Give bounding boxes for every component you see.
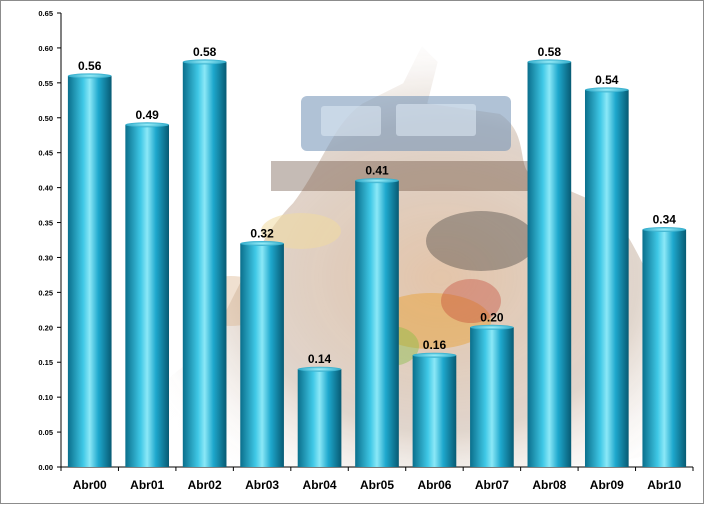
bar — [183, 62, 227, 467]
bar-cap — [68, 73, 112, 78]
bar-cap — [125, 122, 169, 127]
category-label: Abr08 — [532, 478, 566, 492]
data-label: 0.56 — [78, 59, 102, 73]
bar — [470, 327, 514, 467]
data-label: 0.49 — [136, 108, 160, 122]
category-label: Abr00 — [73, 478, 107, 492]
bar — [298, 369, 342, 467]
bar-cap — [240, 241, 284, 246]
y-tick-label: 0.15 — [38, 358, 53, 367]
y-tick-label: 0.30 — [38, 253, 53, 262]
y-axis-ticks: 0.00 0.05 0.10 0.15 0.20 0.25 0.30 0.35 0.40 0.45… — [38, 9, 61, 472]
bar — [240, 243, 284, 467]
data-label: 0.34 — [653, 213, 677, 227]
bar-Abr06 — [413, 353, 457, 467]
y-tick-label: 0.40 — [38, 184, 53, 193]
category-label: Abr04 — [303, 478, 337, 492]
bar-cap — [470, 325, 514, 330]
data-label: 0.32 — [250, 226, 274, 240]
bar-cap — [413, 353, 457, 358]
y-tick-label: 0.25 — [38, 288, 53, 297]
bar-Abr00 — [68, 73, 112, 467]
bar — [528, 62, 572, 467]
bar-Abr07 — [470, 325, 514, 467]
bar-Abr02 — [183, 59, 227, 467]
bar — [642, 230, 686, 467]
y-tick-label: 0.00 — [38, 463, 53, 472]
bar — [585, 90, 629, 467]
bar-cap — [528, 59, 572, 64]
bar-Abr03 — [240, 241, 284, 467]
y-tick-label: 0.10 — [38, 393, 53, 402]
data-label: 0.16 — [423, 338, 447, 352]
bar-Abr04 — [298, 367, 342, 467]
bar — [125, 125, 169, 467]
bar — [355, 181, 399, 467]
category-label: Abr02 — [188, 478, 222, 492]
data-label: 0.14 — [308, 352, 332, 366]
y-tick-label: 0.35 — [38, 219, 53, 228]
category-label: Abr10 — [647, 478, 681, 492]
bar-Abr05 — [355, 178, 399, 467]
category-label: Abr01 — [130, 478, 164, 492]
data-label: 0.54 — [595, 73, 619, 87]
bar-cap — [642, 227, 686, 232]
y-tick-label: 0.45 — [38, 149, 53, 158]
category-labels-group: Abr00 Abr01 Abr02 Abr03 Abr04 Abr05 Abr06 Abr07… — [73, 478, 682, 492]
bar-Abr01 — [125, 122, 169, 467]
y-tick-label: 0.65 — [38, 9, 53, 18]
bar-Abr08 — [528, 59, 572, 467]
data-label: 0.58 — [538, 45, 562, 59]
bar-cap — [355, 178, 399, 183]
bar — [68, 76, 112, 467]
y-tick-label: 0.60 — [38, 44, 53, 53]
y-tick-label: 0.05 — [38, 428, 53, 437]
bar-Abr09 — [585, 87, 629, 467]
data-label: 0.58 — [193, 45, 217, 59]
category-label: Abr05 — [360, 478, 394, 492]
y-tick-label: 0.50 — [38, 114, 53, 123]
category-label: Abr06 — [417, 478, 451, 492]
bar-Abr10 — [642, 227, 686, 467]
data-label: 0.41 — [365, 164, 389, 178]
category-label: Abr07 — [475, 478, 509, 492]
bar-cap — [183, 59, 227, 64]
y-tick-label: 0.20 — [38, 323, 53, 332]
data-label: 0.20 — [480, 310, 504, 324]
category-label: Abr09 — [590, 478, 624, 492]
category-label: Abr03 — [245, 478, 279, 492]
bar — [413, 355, 457, 467]
y-tick-label: 0.55 — [38, 79, 53, 88]
bar-cap — [298, 367, 342, 372]
bar-cap — [585, 87, 629, 92]
